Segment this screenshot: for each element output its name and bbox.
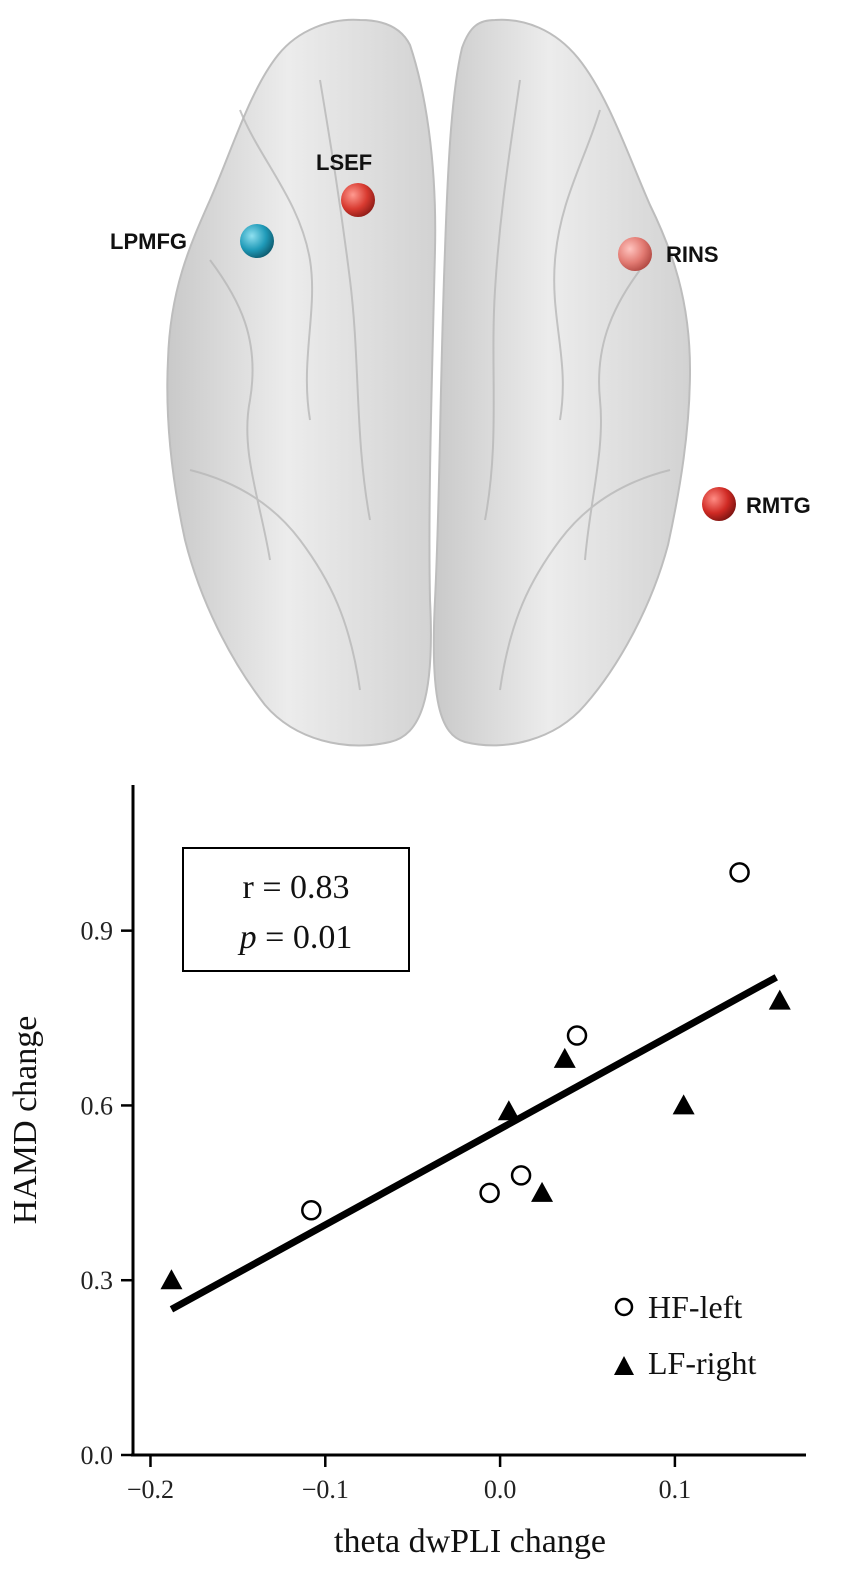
hf-left-point <box>479 1182 500 1204</box>
hf-left-point <box>729 862 750 883</box>
hf-left-point <box>566 1025 588 1046</box>
lpmfg-node <box>240 224 274 258</box>
p-value: = 0.01 <box>257 919 353 956</box>
hf-left-point <box>510 1165 532 1186</box>
scatter-chart: 0.00.30.60.9 −0.2 −0.1 0.0 0.1 HAMD change … <box>7 785 806 1560</box>
legend-label-lf-right: LF-right <box>648 1345 757 1381</box>
rins-node <box>618 237 652 271</box>
y-axis-label: HAMD change <box>7 1016 44 1225</box>
x-ticks: −0.2 −0.1 0.0 0.1 <box>127 1455 691 1504</box>
hf-left-point <box>301 1200 322 1221</box>
lsef-label: LSEF <box>316 150 372 175</box>
p-symbol: p <box>238 919 257 956</box>
rmtg-node <box>702 487 736 521</box>
regression-line <box>169 974 778 1313</box>
x-axis-label: theta dwPLI change <box>334 1523 606 1560</box>
legend: HF-left LF-right <box>614 1289 757 1381</box>
y-tick-label: 0.0 <box>81 1441 114 1470</box>
data-points <box>160 862 791 1290</box>
legend-label-hf-left: HF-left <box>648 1289 742 1325</box>
brain-regions: LSEF LPMFG RINS RMTG <box>110 150 811 521</box>
y-tick-label: 0.9 <box>81 917 114 946</box>
legend-marker-lf-right <box>614 1356 634 1375</box>
lf-right-point <box>768 989 791 1010</box>
lsef-node <box>341 183 375 217</box>
lf-right-point <box>672 1094 695 1115</box>
brain-sulci <box>189 79 671 691</box>
lf-right-point <box>553 1047 576 1068</box>
y-tick-label: 0.3 <box>81 1266 114 1295</box>
y-tick-label: 0.6 <box>81 1091 114 1120</box>
lf-right-point <box>531 1181 554 1202</box>
lpmfg-label: LPMFG <box>110 229 187 254</box>
stats-box-frame <box>182 847 410 972</box>
lf-right-point <box>160 1269 183 1290</box>
left-hemisphere <box>166 18 437 747</box>
legend-marker-hf-left <box>614 1297 634 1317</box>
x-tick-label: 0.0 <box>484 1475 517 1504</box>
p-value-text: p = 0.01 <box>238 919 353 956</box>
x-tick-label: 0.1 <box>659 1475 692 1504</box>
lf-right-point <box>497 1100 520 1121</box>
rins-label: RINS <box>666 242 719 267</box>
correlation-text: r = 0.83 <box>243 869 350 906</box>
rmtg-label: RMTG <box>746 493 811 518</box>
x-tick-label: −0.2 <box>127 1475 174 1504</box>
x-tick-label: −0.1 <box>302 1475 349 1504</box>
y-ticks: 0.0 0.3 0.6 0.9 <box>81 917 133 1470</box>
stats-box: r = 0.83 p = 0.01 <box>182 847 410 972</box>
brain-view <box>166 18 692 747</box>
